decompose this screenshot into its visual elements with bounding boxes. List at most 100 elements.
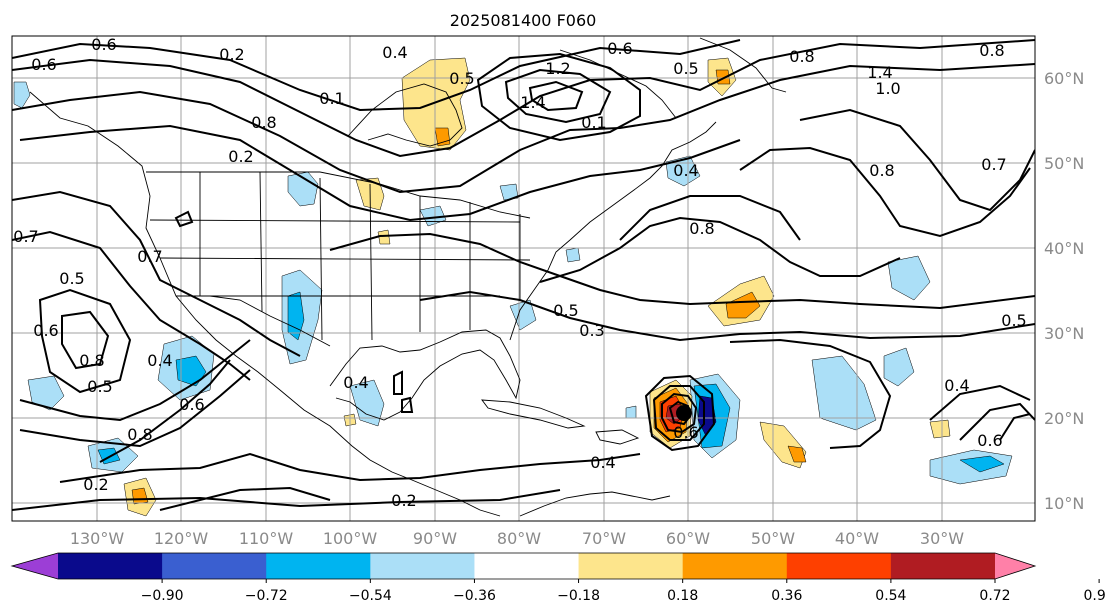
coast-west-na (29, 91, 501, 517)
colorbar-segment (578, 553, 684, 579)
lat-axis: 60°N 50°N 40°N 30°N 20°N 10°N (1044, 69, 1084, 513)
colorbar-tick-label: −0.18 (557, 588, 600, 604)
contour-s3 (159, 486, 331, 511)
coast-gulf (329, 329, 521, 421)
gridlines (12, 36, 1035, 521)
shade-blue-east (419, 205, 447, 227)
contour-low1 (476, 52, 641, 142)
lon-label-120W: 120°W (154, 529, 209, 548)
contour-low3 (528, 80, 584, 112)
colorbar: −0.90 −0.72 −0.54 −0.36 −0.18 0.18 0.36 0.54 0.7… (10, 552, 1105, 604)
contour-label: 0.3 (579, 321, 604, 340)
lat-label-30N: 30°N (1044, 324, 1084, 343)
shade-blue-mid (499, 183, 519, 201)
contour-n1 (12, 39, 741, 112)
colorbar-tick-label: 0.36 (771, 588, 802, 604)
contour-label: 0.4 (147, 351, 172, 370)
contour-label: 0.2 (83, 475, 108, 494)
contour-w4 (61, 310, 110, 370)
colorbar-extend-high (995, 553, 1035, 579)
contour-atl1 (619, 195, 801, 241)
contour-label: 0.5 (1001, 311, 1026, 330)
lon-label-90W: 90°W (413, 529, 457, 548)
shade-yellow-hudson (401, 57, 471, 151)
contour-label: 0.8 (689, 219, 714, 238)
contour-mid2 (419, 290, 1035, 342)
shade-blue-gulfmex (565, 247, 581, 263)
colorbar-segment (162, 553, 267, 579)
colorbar-segment (890, 553, 996, 579)
contour-label: 0.7 (981, 155, 1006, 174)
contour-label: 0.8 (869, 161, 894, 180)
colorbar-tick-label: 0.72 (979, 588, 1010, 604)
contour-label: 0.6 (607, 39, 632, 58)
contour-se4 (999, 413, 1031, 441)
contour-label: 0.2 (391, 491, 416, 510)
colorbar-tick-label: 0.54 (875, 588, 906, 604)
contour-n4 (19, 124, 741, 222)
map-frame (11, 35, 1036, 522)
lon-label-70W: 70°W (582, 529, 626, 548)
colorbar-segment (474, 553, 580, 579)
colorbar-segment (58, 553, 163, 579)
colorbar-ticks: −0.90 −0.72 −0.54 −0.36 −0.18 0.18 0.36 0.54 0.7… (141, 579, 1105, 604)
contour-label: 0.2 (228, 147, 253, 166)
contour-label: 0.8 (789, 47, 814, 66)
shade-cyan-mexico (287, 291, 305, 341)
contour-se1 (729, 338, 892, 449)
contour-label: 0.6 (31, 55, 56, 74)
coast-baffin (559, 49, 677, 119)
contour-closed-3 (401, 396, 414, 413)
lat-label-60N: 60°N (1044, 69, 1084, 88)
lat-label-10N: 10°N (1044, 494, 1084, 513)
lon-label-110W: 110°W (239, 529, 294, 548)
contour-label: 1.4 (520, 93, 545, 112)
contour-se2 (929, 384, 1031, 421)
colorbar-tick-label: −0.72 (245, 588, 288, 604)
contour-mid1 (329, 232, 1035, 310)
colorbar-segments (12, 553, 1035, 579)
contour-label: 0.7 (13, 227, 38, 246)
contour-hur-center (676, 405, 692, 421)
contour-label: 0.5 (87, 377, 112, 396)
coast-hudson (347, 83, 463, 147)
contour-n3 (12, 63, 1035, 194)
shade-cyan-se (959, 455, 1005, 473)
contour-label: 0.5 (673, 59, 698, 78)
colorbar-tick-label: −0.54 (349, 588, 392, 604)
map-title: 2025081400 F060 (450, 11, 597, 30)
contour-label: 0.4 (590, 453, 615, 472)
contour-atl2 (739, 146, 1031, 238)
contour-label: 0.4 (343, 373, 368, 392)
contour-sw1 (19, 369, 251, 448)
colorbar-segment (682, 553, 788, 579)
colorbar-segment (370, 553, 475, 579)
contour-label: 0.6 (673, 423, 698, 442)
contour-atl3 (799, 108, 1035, 212)
contour-se3 (959, 402, 1035, 441)
contour-label: 0.8 (979, 41, 1004, 60)
lon-label-30W: 30°W (920, 529, 964, 548)
contour-label: 0.8 (127, 425, 152, 444)
contour-label: 0.6 (91, 35, 116, 54)
lon-label-40W: 40°W (835, 529, 879, 548)
coast-east-na (509, 121, 717, 341)
lon-label-100W: 100°W (323, 529, 378, 548)
colorbar-tick-label: −0.90 (141, 588, 184, 604)
contour-label: 0.5 (59, 269, 84, 288)
contour-w5 (19, 339, 251, 422)
contour-label: 0.6 (179, 395, 204, 414)
colorbar-tick-label: 0.18 (667, 588, 698, 604)
contour-label: 0.1 (581, 113, 606, 132)
contour-label: 0.2 (219, 45, 244, 64)
shade-orange-atl (725, 291, 761, 319)
lon-label-130W: 130°W (70, 529, 125, 548)
contour-label: 1.2 (545, 59, 570, 78)
lon-label-60W: 60°W (666, 529, 710, 548)
lat-label-50N: 50°N (1044, 154, 1084, 173)
contour-label: 0.4 (382, 43, 407, 62)
contour-sw2 (99, 359, 231, 463)
lat-label-40N: 40°N (1044, 239, 1084, 258)
shade-orange-lesser (787, 445, 807, 463)
